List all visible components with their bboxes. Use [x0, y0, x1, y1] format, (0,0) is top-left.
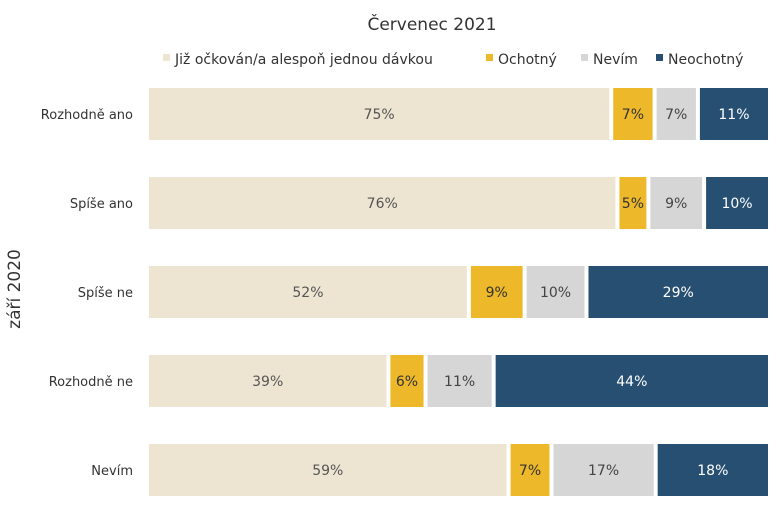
data-label-0-3: 11% — [718, 107, 749, 123]
bar-3-1 — [390, 355, 424, 407]
legend-label-1: Ochotný — [498, 52, 557, 68]
legend-label-3: Neochotný — [668, 52, 743, 68]
data-label-3-1: 6% — [396, 374, 418, 390]
bar-2-2 — [526, 266, 585, 318]
chart-title: Červenec 2021 — [367, 13, 496, 35]
data-label-3-2: 11% — [444, 374, 475, 390]
category-label-0: Rozhodně ano — [41, 108, 133, 123]
bar-1-2 — [650, 177, 703, 229]
bar-3-2 — [427, 355, 492, 407]
data-label-1-1: 5% — [622, 196, 644, 212]
bar-0-1 — [613, 88, 653, 140]
category-label-1: Spíše ano — [70, 197, 133, 212]
bars: 75% 7% 7% 11% 76% 5% 9% 10% 52% 9% 10% 29% 39% 6% 11% 4… — [149, 88, 768, 496]
bar-0-2 — [656, 88, 696, 140]
category-label-2: Spíše ne — [78, 286, 133, 301]
data-label-1-0: 76% — [367, 196, 398, 212]
category-label-4: Nevím — [91, 464, 133, 479]
bar-4-0 — [149, 444, 507, 496]
legend-swatch-0 — [163, 54, 170, 61]
bar-4-3 — [657, 444, 768, 496]
legend-label-2: Nevím — [593, 52, 638, 68]
bar-1-3 — [706, 177, 768, 229]
legend-swatch-2 — [581, 54, 588, 61]
data-label-1-2: 9% — [665, 196, 687, 212]
data-label-3-3: 44% — [616, 374, 647, 390]
data-label-0-2: 7% — [665, 107, 687, 123]
bar-3-0 — [149, 355, 387, 407]
bar-0-3 — [699, 88, 768, 140]
data-label-3-0: 39% — [252, 374, 283, 390]
data-label-1-3: 10% — [721, 196, 752, 212]
bar-1-1 — [619, 177, 647, 229]
category-labels: Rozhodně ano Spíše ano Spíše ne Rozhodně ne… — [41, 108, 133, 479]
data-label-2-3: 29% — [663, 285, 694, 301]
data-label-4-2: 17% — [588, 463, 619, 479]
data-label-0-0: 75% — [364, 107, 395, 123]
bar-0-0 — [149, 88, 610, 140]
legend-swatch-3 — [656, 54, 663, 61]
bar-4-1 — [510, 444, 550, 496]
legend: Již očkován/a alespoň jednou dávkou Ochot… — [163, 52, 743, 68]
y-axis-label: září 2020 — [5, 249, 25, 329]
data-label-0-1: 7% — [622, 107, 644, 123]
bar-4-2 — [553, 444, 654, 496]
bar-3-3 — [495, 355, 768, 407]
data-label-4-3: 18% — [697, 463, 728, 479]
data-label-2-2: 10% — [540, 285, 571, 301]
legend-label-0: Již očkován/a alespoň jednou dávkou — [174, 52, 433, 68]
data-label-2-0: 52% — [292, 285, 323, 301]
data-label-4-0: 59% — [312, 463, 343, 479]
data-label-4-1: 7% — [519, 463, 541, 479]
legend-swatch-1 — [486, 54, 493, 61]
bar-1-0 — [149, 177, 616, 229]
bar-2-0 — [149, 266, 467, 318]
bar-2-3 — [588, 266, 768, 318]
data-label-2-1: 9% — [486, 285, 508, 301]
category-label-3: Rozhodně ne — [49, 375, 133, 390]
bar-2-1 — [470, 266, 523, 318]
